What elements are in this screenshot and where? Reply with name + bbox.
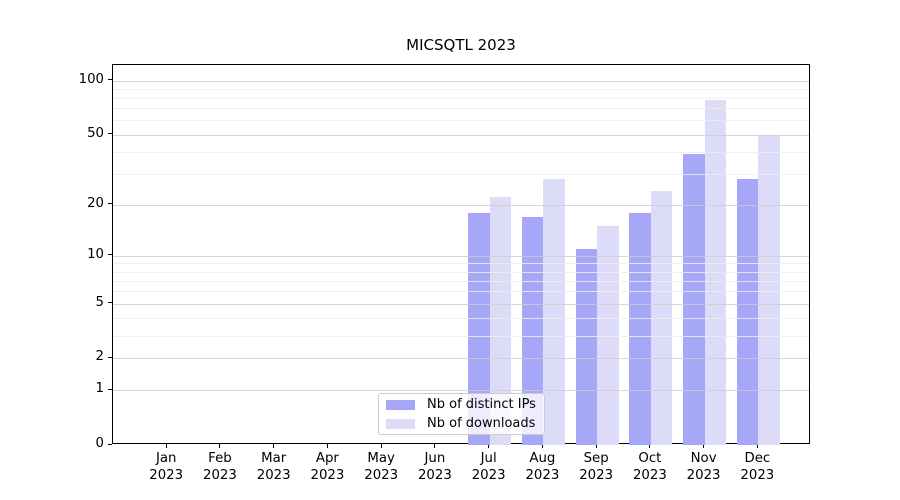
gridline-minor bbox=[113, 335, 809, 337]
gridline-major bbox=[113, 204, 809, 206]
x-tick-label-oct: Oct 2023 bbox=[632, 451, 667, 483]
x-tick-label-jul: Jul 2023 bbox=[471, 451, 506, 483]
chart-title: MICSQTL 2023 bbox=[406, 36, 516, 54]
x-tick-mark bbox=[165, 444, 167, 448]
gridline-minor bbox=[113, 317, 809, 319]
bar-nov-distinct-ips bbox=[683, 153, 705, 445]
bar-aug-downloads bbox=[543, 179, 565, 445]
gridline-major bbox=[113, 255, 809, 257]
gridline-minor bbox=[113, 271, 809, 273]
x-tick-mark bbox=[273, 444, 275, 448]
gridline-minor bbox=[113, 280, 809, 282]
y-tick-mark bbox=[108, 133, 112, 135]
y-tick-mark bbox=[108, 203, 112, 205]
gridline-major bbox=[113, 80, 809, 82]
x-tick-mark bbox=[380, 444, 382, 448]
x-tick-mark bbox=[595, 444, 597, 448]
legend: Nb of distinct IPs Nb of downloads bbox=[378, 393, 545, 435]
plot-area bbox=[112, 64, 810, 445]
y-tick-label: 20 bbox=[87, 195, 104, 211]
x-tick-mark bbox=[488, 444, 490, 448]
x-tick-mark bbox=[703, 444, 705, 448]
bar-oct-downloads bbox=[650, 190, 673, 445]
y-tick-label: 100 bbox=[78, 71, 104, 87]
gridline-major bbox=[113, 303, 809, 305]
legend-swatch-downloads bbox=[386, 418, 415, 429]
bar-sep-distinct-ips bbox=[575, 248, 598, 445]
bar-jul-downloads bbox=[489, 197, 512, 445]
x-tick-mark bbox=[756, 444, 758, 448]
legend-swatch-distinct-ips bbox=[386, 399, 415, 410]
x-tick-mark bbox=[649, 444, 651, 448]
legend-entry-downloads: Nb of downloads bbox=[386, 416, 537, 431]
gridline-major bbox=[113, 134, 809, 136]
legend-label-downloads: Nb of downloads bbox=[427, 416, 536, 431]
gridline-minor bbox=[113, 120, 809, 122]
gridline-minor bbox=[113, 263, 809, 265]
x-tick-label-sep: Sep 2023 bbox=[579, 451, 614, 483]
x-tick-label-nov: Nov 2023 bbox=[686, 451, 721, 483]
x-tick-label-feb: Feb 2023 bbox=[203, 451, 237, 483]
legend-label-distinct-ips: Nb of distinct IPs bbox=[427, 397, 536, 412]
y-tick-label: 5 bbox=[95, 294, 104, 310]
y-tick-mark bbox=[108, 356, 112, 358]
x-tick-label-jun: Jun 2023 bbox=[417, 451, 452, 483]
gridline-major bbox=[113, 390, 809, 392]
y-tick-mark bbox=[108, 254, 112, 256]
x-tick-mark bbox=[434, 444, 436, 448]
y-tick-label: 1 bbox=[95, 381, 104, 397]
gridline-minor bbox=[113, 151, 809, 153]
y-tick-label: 0 bbox=[95, 436, 104, 451]
legend-entry-distinct-ips: Nb of distinct IPs bbox=[386, 397, 537, 412]
x-tick-label-apr: Apr 2023 bbox=[310, 451, 345, 483]
gridline-minor bbox=[113, 173, 809, 175]
y-tick-mark bbox=[108, 443, 112, 445]
bar-aug-distinct-ips bbox=[521, 216, 544, 445]
gridline-minor bbox=[113, 108, 809, 110]
x-tick-label-may: May 2023 bbox=[364, 451, 399, 483]
y-tick-label: 10 bbox=[87, 246, 104, 262]
bar-dec-downloads bbox=[758, 134, 780, 445]
bar-dec-distinct-ips bbox=[736, 179, 759, 445]
gridline-minor bbox=[113, 98, 809, 100]
gridline-minor bbox=[113, 291, 809, 293]
x-tick-mark bbox=[219, 444, 221, 448]
x-tick-label-dec: Dec 2023 bbox=[740, 451, 775, 483]
y-tick-mark bbox=[108, 388, 112, 390]
y-tick-mark bbox=[108, 79, 112, 81]
y-tick-label: 2 bbox=[95, 349, 104, 365]
x-tick-label-jan: Jan 2023 bbox=[149, 451, 184, 483]
y-tick-mark bbox=[108, 302, 112, 304]
gridline-major bbox=[113, 358, 809, 360]
x-tick-mark bbox=[541, 444, 543, 448]
x-tick-mark bbox=[326, 444, 328, 448]
x-tick-label-aug: Aug 2023 bbox=[525, 451, 560, 483]
y-tick-label: 50 bbox=[87, 125, 104, 141]
bar-jul-distinct-ips bbox=[468, 212, 490, 445]
gridline-minor bbox=[113, 88, 809, 90]
x-tick-label-mar: Mar 2023 bbox=[256, 451, 291, 483]
bar-oct-distinct-ips bbox=[629, 212, 651, 445]
